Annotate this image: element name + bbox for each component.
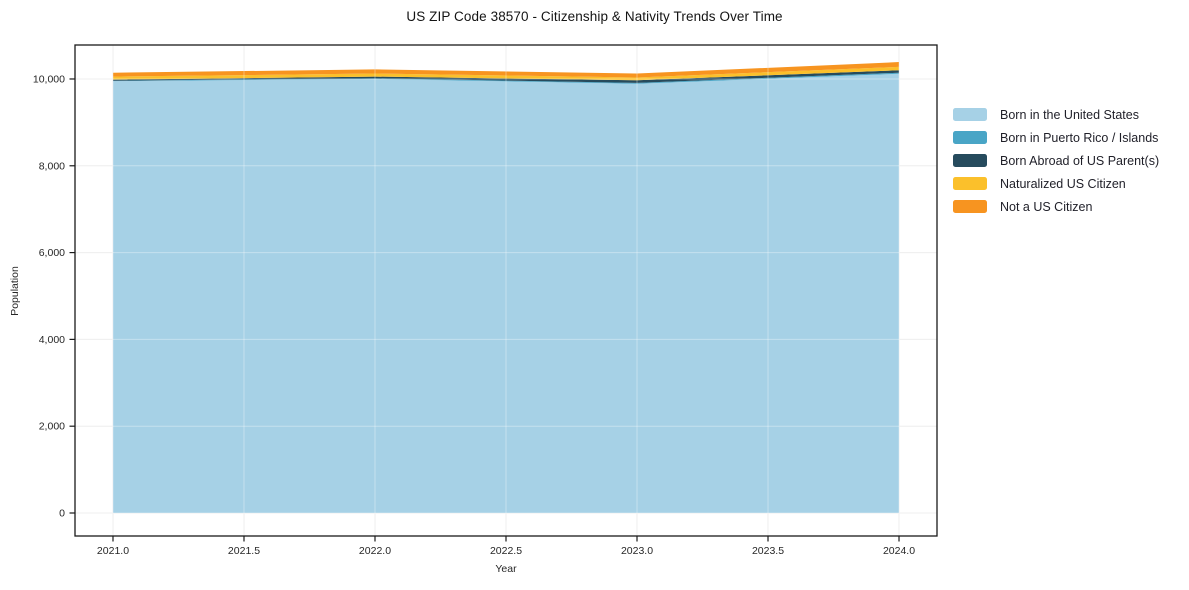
x-tick-label: 2024.0 xyxy=(883,545,915,557)
legend-label: Not a US Citizen xyxy=(1000,199,1093,214)
legend-item-born-in-puerto-rico-islands: Born in Puerto Rico / Islands xyxy=(953,126,1159,149)
legend-label: Naturalized US Citizen xyxy=(1000,176,1126,191)
legend-label: Born in Puerto Rico / Islands xyxy=(1000,130,1159,145)
chart-title: US ZIP Code 38570 - Citizenship & Nativi… xyxy=(406,9,783,24)
x-axis-label: Year xyxy=(495,563,517,575)
legend-label: Born Abroad of US Parent(s) xyxy=(1000,153,1160,168)
x-tick-label: 2022.5 xyxy=(490,545,522,557)
y-tick-label: 2,000 xyxy=(39,421,65,433)
legend-swatch-born-abroad-of-us-parent-s xyxy=(953,154,987,167)
y-tick-label: 6,000 xyxy=(39,247,65,259)
area-born-abroad-of-us-parent-s xyxy=(112,70,900,83)
legend-swatch-born-in-puerto-rico-islands xyxy=(953,131,987,144)
area-not-a-us-citizen xyxy=(112,62,900,78)
legend-item-born-abroad-of-us-parent-s: Born Abroad of US Parent(s) xyxy=(953,149,1159,172)
area-born-in-the-united-states xyxy=(112,73,900,513)
legend-item-naturalized-us-citizen: Naturalized US Citizen xyxy=(953,172,1159,195)
y-tick-label: 10,000 xyxy=(33,73,65,85)
x-tick-label: 2021.5 xyxy=(228,545,260,557)
legend-swatch-naturalized-us-citizen xyxy=(953,177,987,190)
x-tick-label: 2023.0 xyxy=(621,545,653,557)
area-naturalized-us-citizen xyxy=(112,66,900,81)
legend-swatch-not-a-us-citizen xyxy=(953,200,987,213)
legend-item-not-a-us-citizen: Not a US Citizen xyxy=(953,195,1159,218)
x-tick-label: 2023.5 xyxy=(752,545,784,557)
legend-item-born-in-the-united-states: Born in the United States xyxy=(953,103,1159,126)
x-tick-label: 2021.0 xyxy=(97,545,129,557)
legend-label: Born in the United States xyxy=(1000,107,1139,122)
y-tick-label: 0 xyxy=(59,507,65,519)
area-born-in-puerto-rico-islands xyxy=(112,72,900,84)
y-axis-label: Population xyxy=(9,266,21,316)
y-tick-label: 8,000 xyxy=(39,160,65,172)
legend-swatch-born-in-the-united-states xyxy=(953,108,987,121)
y-tick-label: 4,000 xyxy=(39,334,65,346)
x-tick-label: 2022.0 xyxy=(359,545,391,557)
legend: Born in the United States Born in Puerto … xyxy=(953,103,1159,218)
